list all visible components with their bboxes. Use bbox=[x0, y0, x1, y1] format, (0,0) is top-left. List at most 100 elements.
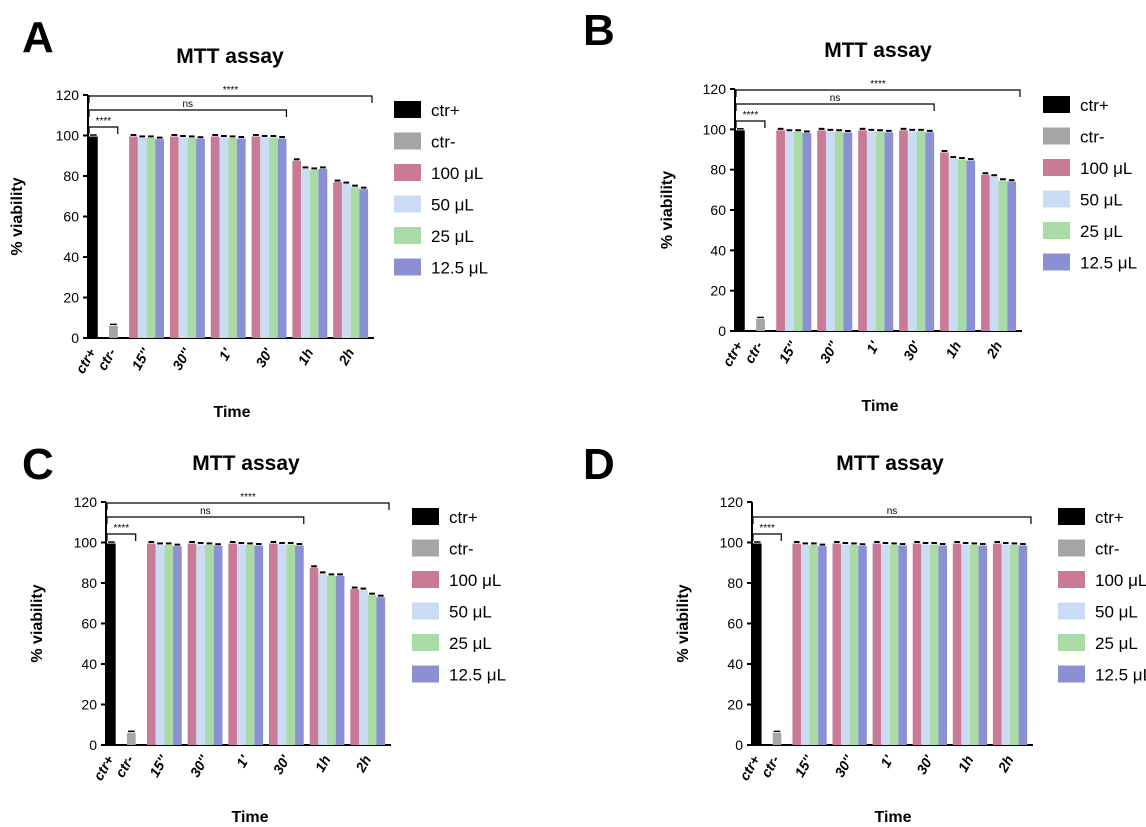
bar bbox=[359, 590, 368, 745]
bar bbox=[268, 543, 278, 745]
bar bbox=[350, 589, 360, 745]
x-tick-label: 2h bbox=[994, 753, 1017, 776]
bar bbox=[969, 544, 979, 745]
chart-panel-c: C MTT assay Time % viability 0 20 40 60 80 100 120… bbox=[22, 440, 506, 826]
y-tick-label: 60 bbox=[727, 616, 743, 632]
legend-swatch bbox=[1058, 602, 1085, 620]
bar bbox=[834, 131, 844, 331]
bar bbox=[286, 544, 296, 745]
y-tick-label: 0 bbox=[735, 737, 743, 753]
x-tick-label: 15'' bbox=[146, 752, 171, 780]
bar bbox=[832, 543, 842, 745]
bar bbox=[213, 545, 223, 745]
bar bbox=[875, 131, 885, 331]
x-tick-label: ctr- bbox=[94, 345, 119, 373]
significance-label: **** bbox=[240, 492, 256, 503]
bar bbox=[776, 130, 786, 331]
bar-ctr-pos bbox=[736, 130, 745, 331]
bar bbox=[146, 543, 156, 745]
legend-swatch bbox=[394, 164, 421, 181]
significance-bracket bbox=[752, 516, 1032, 524]
chart-title: MTT assay bbox=[176, 45, 284, 68]
y-tick-label: 40 bbox=[710, 242, 726, 258]
y-tick-label: 100 bbox=[720, 535, 744, 551]
bar bbox=[335, 575, 345, 745]
legend-label: 100 μL bbox=[449, 571, 501, 590]
x-tick-label: 30' bbox=[252, 345, 276, 370]
y-tick-label: 60 bbox=[63, 209, 79, 225]
bar bbox=[884, 132, 894, 331]
legend-swatch bbox=[412, 665, 439, 683]
y-tick-label: 0 bbox=[89, 737, 97, 753]
legend-label: 50 μL bbox=[1095, 603, 1138, 622]
legend-label: 25 μL bbox=[449, 634, 492, 653]
bar bbox=[858, 545, 867, 745]
bar bbox=[228, 543, 238, 745]
legend-label: ctr- bbox=[449, 540, 474, 559]
y-tick-label: 20 bbox=[727, 697, 743, 713]
bar bbox=[187, 543, 197, 745]
legend-swatch bbox=[394, 258, 421, 276]
legend-swatch bbox=[1043, 190, 1070, 208]
legend-label: 25 μL bbox=[1095, 634, 1138, 653]
bar bbox=[898, 545, 907, 745]
y-tick-label: 40 bbox=[727, 656, 743, 672]
legend-swatch bbox=[412, 602, 439, 620]
legend-swatch bbox=[412, 508, 439, 525]
legend-label: 12.5 μL bbox=[1095, 666, 1146, 685]
bar bbox=[989, 176, 999, 331]
legend-label: ctr- bbox=[1080, 128, 1105, 147]
bar bbox=[359, 189, 369, 338]
chart-title: MTT assay bbox=[824, 39, 932, 62]
y-tick-label: 20 bbox=[63, 290, 79, 306]
y-axis-label: % viability bbox=[675, 584, 692, 662]
x-tick-label: 30'' bbox=[169, 345, 194, 373]
chart-panel-b: B MTT assay Time % viability 0 20 40 60 80 100 120… bbox=[583, 6, 1137, 415]
significance-label: ns bbox=[182, 99, 193, 110]
legend-label: 25 μL bbox=[1080, 222, 1123, 241]
x-axis-label: Time bbox=[231, 809, 268, 826]
significance-bracket bbox=[735, 120, 766, 128]
bar bbox=[916, 131, 926, 331]
chart-title: MTT assay bbox=[192, 452, 300, 475]
x-tick-label: 30'' bbox=[816, 338, 841, 366]
x-tick-label: 15'' bbox=[775, 338, 800, 366]
y-tick-label: 40 bbox=[63, 249, 79, 265]
bar bbox=[251, 136, 261, 338]
legend-swatch bbox=[412, 571, 439, 588]
legend-swatch bbox=[1043, 127, 1070, 145]
y-tick-label: 40 bbox=[81, 656, 97, 672]
bar bbox=[881, 544, 890, 745]
bar bbox=[169, 136, 179, 338]
bar bbox=[957, 159, 967, 331]
bar bbox=[164, 544, 174, 745]
bar bbox=[146, 137, 156, 338]
bar bbox=[318, 168, 328, 338]
bar bbox=[237, 544, 246, 745]
significance-label: **** bbox=[870, 79, 886, 90]
x-tick-label: 30' bbox=[270, 752, 294, 777]
bar bbox=[1007, 181, 1017, 331]
legend-swatch bbox=[394, 101, 421, 118]
legend-swatch bbox=[1058, 571, 1085, 588]
x-tick-label: 30'' bbox=[187, 752, 212, 780]
bar bbox=[254, 545, 264, 745]
bar bbox=[858, 130, 867, 331]
bar bbox=[792, 543, 801, 745]
x-tick-label: ctr- bbox=[757, 752, 782, 780]
significance-bracket bbox=[752, 533, 782, 541]
legend-label: ctr+ bbox=[1080, 96, 1109, 115]
bar bbox=[350, 187, 360, 338]
bar bbox=[1001, 544, 1011, 745]
bar bbox=[205, 544, 214, 745]
y-tick-label: 80 bbox=[727, 575, 743, 591]
legend-label: 100 μL bbox=[1080, 159, 1132, 178]
bar bbox=[210, 136, 220, 338]
y-tick-label: 0 bbox=[718, 323, 726, 339]
bar bbox=[938, 545, 947, 745]
legend-label: ctr- bbox=[1095, 540, 1120, 559]
legend-label: 12.5 μL bbox=[431, 259, 488, 278]
significance-label: **** bbox=[96, 116, 112, 127]
legend-swatch bbox=[1043, 159, 1070, 176]
bar bbox=[793, 131, 803, 331]
